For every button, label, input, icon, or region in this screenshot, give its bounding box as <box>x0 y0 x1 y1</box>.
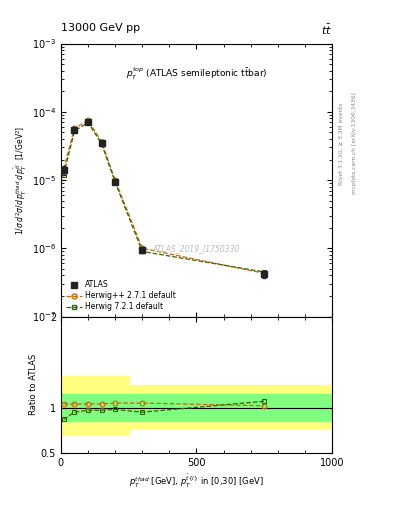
Text: $t\bar{t}$: $t\bar{t}$ <box>321 23 332 37</box>
Text: $p_T^{top}$ (ATLAS semileptonic t$\bar{\mathrm{t}}$bar): $p_T^{top}$ (ATLAS semileptonic t$\bar{\… <box>126 66 267 82</box>
Text: ATLAS_2019_I1750330: ATLAS_2019_I1750330 <box>153 244 240 253</box>
Text: 13000 GeV pp: 13000 GeV pp <box>61 23 140 33</box>
Y-axis label: Ratio to ATLAS: Ratio to ATLAS <box>29 354 38 415</box>
Text: mcplots.cern.ch [arXiv:1306.3436]: mcplots.cern.ch [arXiv:1306.3436] <box>352 93 357 194</box>
X-axis label: $p_T^{thad}$ [GeV], $p_T^{\bar{t}\{l\}}$ in [0,30] [GeV]: $p_T^{thad}$ [GeV], $p_T^{\bar{t}\{l\}}$… <box>129 472 264 489</box>
Text: Rivet 3.1.10, ≥ 3.3M events: Rivet 3.1.10, ≥ 3.3M events <box>339 102 344 185</box>
Y-axis label: $1/\sigma\,d^2\sigma/d\,p_T^{thad}\,d\,p_T^{\bar{t}l}$  $[1/\mathrm{GeV}^2]$: $1/\sigma\,d^2\sigma/d\,p_T^{thad}\,d\,p… <box>13 125 29 234</box>
Legend: ATLAS, Herwig++ 2.7.1 default, Herwig 7.2.1 default: ATLAS, Herwig++ 2.7.1 default, Herwig 7.… <box>65 279 177 313</box>
